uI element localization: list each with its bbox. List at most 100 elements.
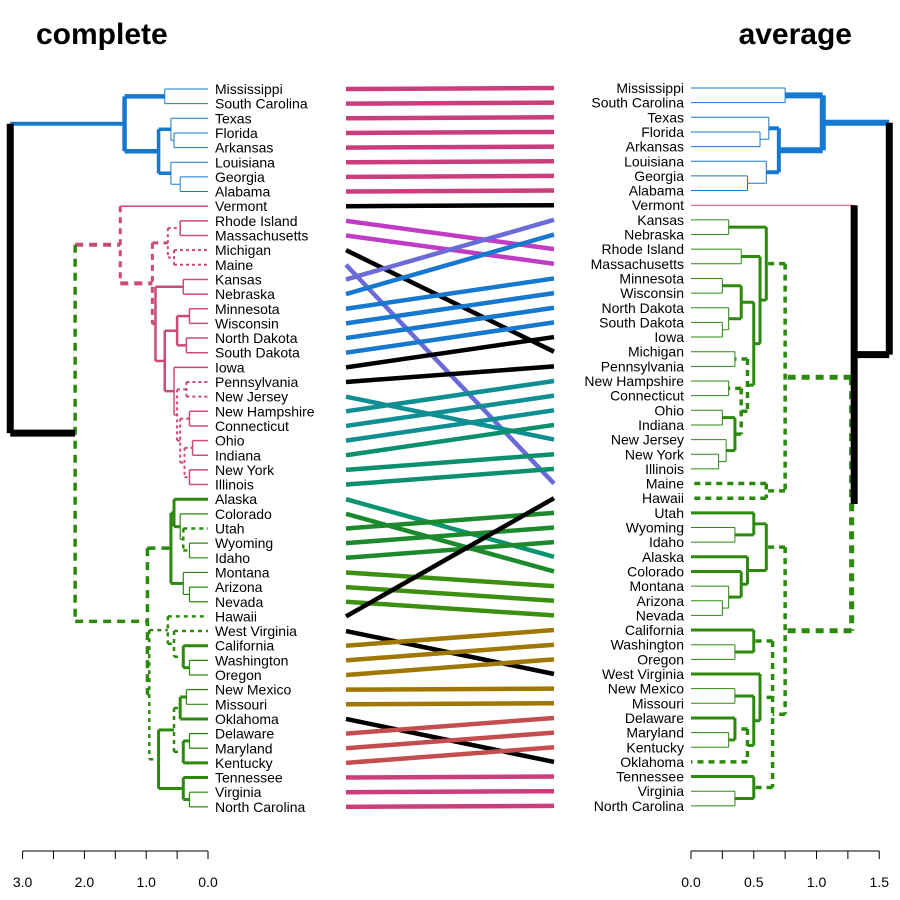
connector-nevada bbox=[345, 599, 555, 618]
connector-virginia bbox=[345, 788, 555, 795]
connector-new-jersey bbox=[345, 394, 555, 442]
connector-nebraska bbox=[345, 232, 555, 297]
left-leaf-label-new-hampshire: New Hampshire bbox=[215, 403, 315, 419]
connector-north-dakota bbox=[345, 305, 555, 341]
connector-missouri bbox=[345, 701, 555, 707]
left-leaf-label-arizona: Arizona bbox=[215, 579, 263, 595]
left-leaf-label-alabama: Alabama bbox=[215, 184, 270, 200]
right-leaf-label-alabama: Alabama bbox=[629, 183, 684, 199]
left-leaf-label-nebraska: Nebraska bbox=[215, 286, 275, 302]
right-leaf-label-maryland: Maryland bbox=[626, 725, 684, 741]
connector-texas bbox=[345, 115, 555, 121]
left-leaf-label-idaho: Idaho bbox=[215, 550, 250, 566]
right-leaf-label-new-hampshire: New Hampshire bbox=[584, 373, 684, 389]
connector-louisiana bbox=[345, 159, 555, 165]
left-dendrogram bbox=[6, 88, 208, 808]
left-leaf-label-vermont: Vermont bbox=[215, 198, 267, 214]
right-leaf-label-new-mexico: New Mexico bbox=[608, 681, 684, 697]
left-leaf-label-tennessee: Tennessee bbox=[215, 770, 283, 786]
right-leaf-label-north-dakota: North Dakota bbox=[602, 300, 685, 316]
connector-wisconsin bbox=[345, 290, 555, 326]
connector-arizona bbox=[345, 584, 555, 603]
left-leaf-label-iowa: Iowa bbox=[215, 359, 245, 375]
left-leaf-label-ohio: Ohio bbox=[215, 433, 245, 449]
connector-idaho bbox=[345, 539, 555, 561]
right-leaf-label-california: California bbox=[625, 622, 684, 638]
right-leaf-label-massachusetts: Massachusetts bbox=[591, 256, 684, 272]
right-leaf-label-nevada: Nevada bbox=[636, 607, 684, 623]
left-leaf-label-north-carolina: North Carolina bbox=[215, 799, 305, 815]
left-leaf-label-nevada: Nevada bbox=[215, 594, 263, 610]
connector-south-carolina bbox=[345, 100, 555, 106]
right-leaf-label-north-carolina: North Carolina bbox=[594, 798, 684, 814]
connector-georgia bbox=[345, 173, 555, 180]
right-leaf-label-arizona: Arizona bbox=[637, 593, 685, 609]
left-leaf-label-massachusetts: Massachusetts bbox=[215, 228, 308, 244]
left-leaf-label-florida: Florida bbox=[215, 125, 258, 141]
left-leaf-label-missouri: Missouri bbox=[215, 696, 267, 712]
connector-lines bbox=[344, 85, 556, 810]
connector-new-hampshire bbox=[345, 378, 555, 414]
right-leaf-label-indiana: Indiana bbox=[638, 417, 684, 433]
left-leaf-label-michigan: Michigan bbox=[215, 242, 271, 258]
right-dendrogram bbox=[691, 87, 893, 807]
left-leaf-label-delaware: Delaware bbox=[215, 726, 274, 742]
connector-iowa bbox=[345, 334, 555, 370]
connector-michigan bbox=[345, 248, 555, 354]
connector-colorado bbox=[345, 511, 555, 574]
connector-new-mexico bbox=[345, 686, 555, 692]
right-leaf-label-missouri: Missouri bbox=[632, 695, 684, 711]
left-leaf-label-virginia: Virginia bbox=[215, 784, 262, 800]
connector-montana bbox=[345, 570, 555, 589]
right-axis: 0.0 0.5 1.0 1.5 bbox=[681, 850, 889, 890]
left-leaf-label-washington: Washington bbox=[215, 652, 288, 668]
left-leaf-label-rhode-island: Rhode Island bbox=[215, 213, 298, 229]
connector-kentucky bbox=[345, 745, 555, 766]
right-axis-tick-label: 0.0 bbox=[681, 874, 701, 890]
left-axis-tick-label: 2.0 bbox=[75, 874, 95, 890]
left-leaf-label-mississippi: Mississippi bbox=[215, 81, 283, 97]
left-leaf-label-alaska: Alaska bbox=[215, 491, 257, 507]
left-axis-tick-label: 0.0 bbox=[198, 874, 218, 890]
right-leaf-label-illinois: Illinois bbox=[645, 461, 684, 477]
connector-washington bbox=[345, 642, 555, 663]
right-leaf-label-new-york: New York bbox=[625, 446, 685, 462]
left-leaf-label-oklahoma: Oklahoma bbox=[215, 711, 279, 727]
left-leaf-label-georgia: Georgia bbox=[215, 169, 265, 185]
connector-wyoming bbox=[345, 525, 555, 546]
right-leaf-label-florida: Florida bbox=[641, 124, 684, 140]
left-leaf-label-west-virginia: West Virginia bbox=[215, 623, 297, 639]
right-leaf-label-maine: Maine bbox=[646, 476, 684, 492]
left-leaf-label-louisiana: Louisiana bbox=[215, 154, 275, 170]
right-leaf-label-vermont: Vermont bbox=[632, 197, 684, 213]
connector-hawaii bbox=[344, 496, 556, 619]
connector-illinois bbox=[345, 466, 555, 487]
left-leaf-label-south-carolina: South Carolina bbox=[215, 96, 308, 112]
right-leaf-label-wisconsin: Wisconsin bbox=[620, 285, 684, 301]
left-axis-tick-label: 1.0 bbox=[136, 874, 156, 890]
left-leaf-label-north-dakota: North Dakota bbox=[215, 330, 298, 346]
left-leaf-label-new-jersey: New Jersey bbox=[215, 389, 288, 405]
connector-kansas bbox=[345, 217, 555, 282]
right-leaf-label-utah: Utah bbox=[654, 505, 684, 521]
left-leaf-label-illinois: Illinois bbox=[215, 477, 254, 493]
left-leaf-label-new-mexico: New Mexico bbox=[215, 682, 291, 698]
connector-north-carolina bbox=[345, 803, 555, 810]
connector-maryland bbox=[345, 730, 555, 751]
right-leaf-label-washington: Washington bbox=[611, 637, 684, 653]
left-leaf-label-wyoming: Wyoming bbox=[215, 535, 273, 551]
left-leaf-label-maryland: Maryland bbox=[215, 740, 273, 756]
left-leaf-label-kentucky: Kentucky bbox=[215, 755, 273, 771]
connector-ohio bbox=[345, 408, 555, 443]
right-axis-tick-label: 0.5 bbox=[744, 874, 764, 890]
right-leaf-label-wyoming: Wyoming bbox=[626, 520, 684, 536]
right-leaf-label-connecticut: Connecticut bbox=[610, 388, 684, 404]
connector-tennessee bbox=[345, 774, 555, 780]
connector-new-york bbox=[345, 452, 555, 473]
right-leaf-label-rhode-island: Rhode Island bbox=[601, 241, 684, 257]
right-leaf-label-colorado: Colorado bbox=[627, 563, 684, 579]
right-leaf-label-texas: Texas bbox=[647, 109, 684, 125]
left-leaf-label-maine: Maine bbox=[215, 257, 253, 273]
right-leaf-label-west-virginia: West Virginia bbox=[602, 666, 684, 682]
